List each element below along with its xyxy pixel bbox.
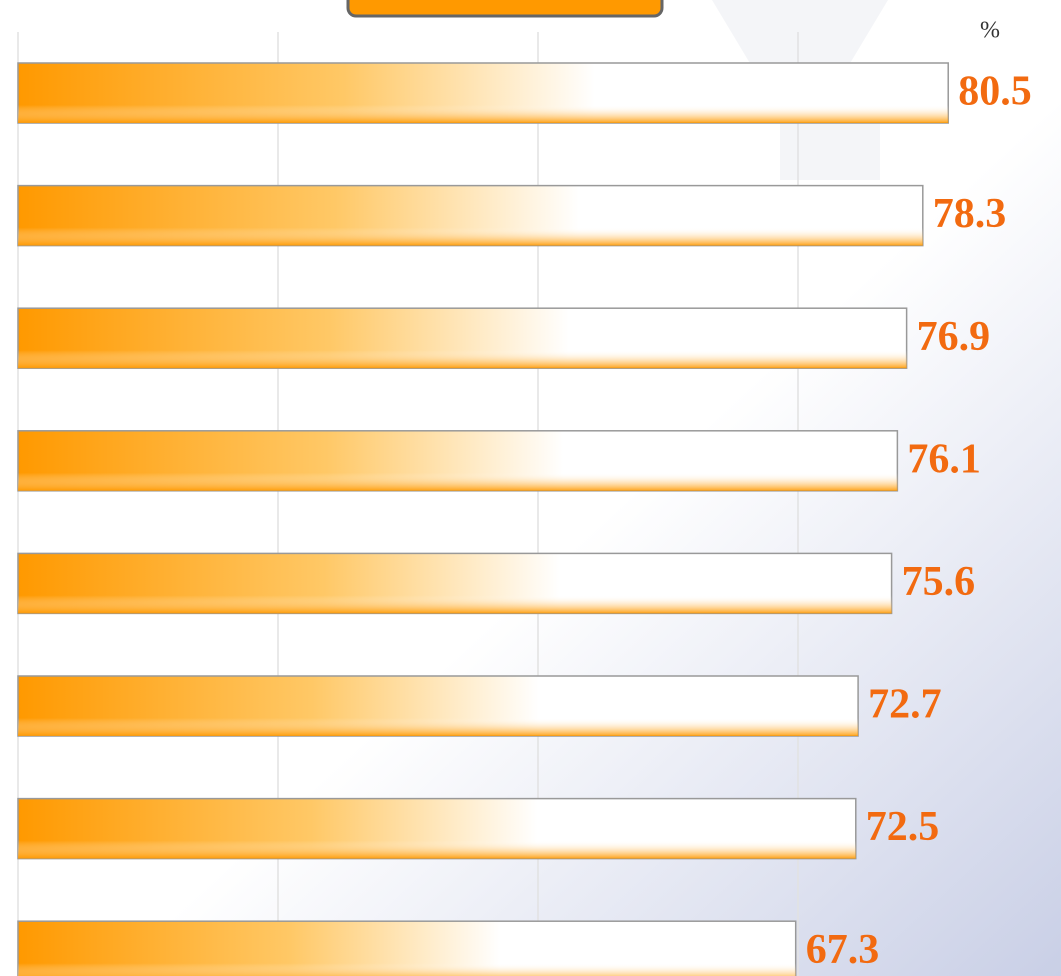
bar-shade	[18, 798, 856, 859]
bar-group: 78.3	[17, 184, 1007, 247]
bar-group: 80.5	[17, 62, 1032, 124]
bar-shade	[18, 921, 796, 976]
value-label: 75.6	[902, 559, 976, 605]
value-label: 76.9	[917, 314, 991, 360]
value-label: 80.5	[958, 69, 1031, 115]
bar-shade	[18, 676, 859, 736]
watermark	[712, 0, 888, 180]
value-label: 78.3	[933, 191, 1007, 237]
value-label: 76.1	[907, 436, 981, 482]
value-label: 67.3	[806, 927, 880, 973]
value-label: 72.5	[866, 804, 940, 850]
bar-group: 72.5	[17, 797, 940, 860]
bar-shade	[18, 308, 907, 369]
bar-group: 76.9	[17, 307, 991, 369]
bar-shade	[18, 185, 923, 246]
value-label: 72.7	[868, 682, 942, 728]
bar-group: 75.6	[17, 552, 976, 615]
bar-shade	[18, 553, 892, 614]
bar-group: 76.1	[17, 430, 981, 492]
unit-label: %	[980, 18, 1000, 44]
bar-shade	[18, 430, 898, 491]
bar-group: 67.3	[17, 920, 880, 976]
bar-shade	[18, 63, 949, 123]
header-button	[346, 0, 664, 18]
bars: 80.5 78.3 76.9 76.1 75.6 72.7 72.5 67.3	[17, 62, 1032, 976]
bar-group: 72.7	[17, 675, 942, 737]
